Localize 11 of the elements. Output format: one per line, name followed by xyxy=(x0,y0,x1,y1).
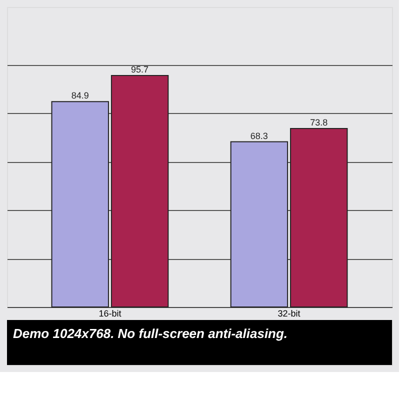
data-label: 84.9 xyxy=(71,90,89,101)
x-tick-label: 32-bit xyxy=(278,308,301,318)
bar xyxy=(230,141,288,308)
bar xyxy=(290,128,348,308)
data-label: 68.3 xyxy=(250,130,268,141)
data-label: 73.8 xyxy=(310,117,328,128)
text: Demo 1024x768. No full-screen anti-aliasing. xyxy=(13,326,288,341)
bar xyxy=(110,74,169,308)
data-label: 95.7 xyxy=(131,64,149,74)
bar xyxy=(51,101,109,308)
x-tick-label: 16-bit xyxy=(98,308,122,318)
